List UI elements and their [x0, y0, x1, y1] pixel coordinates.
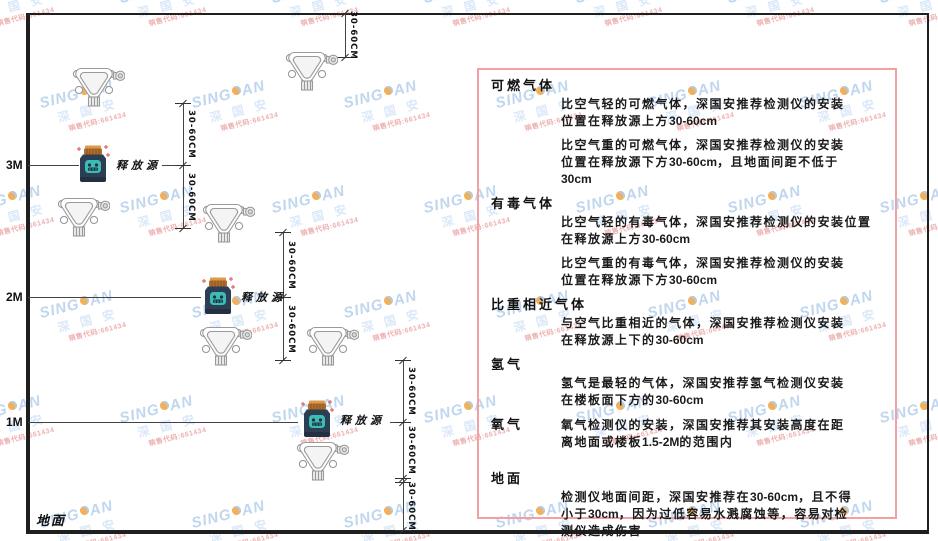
- paragraph-line: 测仪造成伤害: [561, 524, 643, 538]
- paragraph-line: 位置在释放源上方30-60cm: [561, 114, 718, 128]
- section-paragraph: 比空气轻的有毒气体，深国安推荐检测仪的安装位置 在释放源上方30-60cm: [561, 214, 883, 248]
- release-source-label: 释放源: [340, 415, 385, 427]
- paragraph-line: 与空气比重相近的气体，深国安推荐检测仪安装: [561, 316, 845, 330]
- ceiling-line: [28, 13, 928, 15]
- gas-detector-icon: [56, 195, 111, 242]
- paragraph-line: 小于30cm，因为过低容易水溅腐蚀等，容易对检: [561, 507, 849, 521]
- dimension-line: [345, 13, 346, 57]
- paragraph-line: 在楼板面下方的30-60cm: [561, 393, 704, 407]
- dimension-label: 30-60CM: [348, 11, 358, 60]
- guideline-section: 比重相近气体与空气比重相近的气体，深国安推荐检测仪安装 在释放源上下的30-60c…: [491, 296, 883, 349]
- height-label: 1M: [6, 415, 23, 429]
- section-paragraph: 与空气比重相近的气体，深国安推荐检测仪安装 在释放源上下的30-60cm: [561, 315, 883, 349]
- level-line: [28, 165, 79, 166]
- section-paragraph: 比空气轻的可燃气体，深国安推荐检测仪的安装 位置在释放源上方30-60cm: [561, 96, 883, 130]
- gas-detector-icon: [295, 439, 350, 486]
- left-wall-line: [26, 13, 30, 534]
- dimension-line: [403, 360, 404, 530]
- dimension-label: 30-60CM: [286, 240, 296, 290]
- section-heading: 氧气: [491, 417, 524, 432]
- section-heading: 氢气: [491, 357, 524, 372]
- section-heading: 可燃气体: [491, 78, 556, 93]
- dimension-label: 30-60CM: [186, 172, 196, 222]
- paragraph-line: 位置在释放源下方30-60cm: [561, 273, 718, 287]
- guideline-section: 地面检测仪地面间距，深国安推荐在30-60cm，且不得 小于30cm，因为过低容易…: [491, 470, 883, 540]
- level-line: [28, 297, 201, 298]
- gas-detector-icon: [201, 201, 256, 248]
- section-paragraph: 氧气检测仪的安装，深国安推荐其安装高度在距 离地面或楼板1.5-2M的范围内: [561, 417, 883, 451]
- paragraph-line: 比空气重的可燃气体，深国安推荐检测仪的安装: [561, 138, 845, 152]
- paragraph-line: 比空气轻的有毒气体，深国安推荐检测仪的安装位置: [561, 215, 872, 229]
- paragraph-line: 氧气检测仪的安装，深国安推荐其安装高度在距: [561, 418, 845, 432]
- section-paragraph: 比空气重的有毒气体，深国安推荐检测仪的安装 位置在释放源下方30-60cm: [561, 255, 883, 289]
- guideline-section: 有毒气体 比空气轻的有毒气体，深国安推荐检测仪的安装位置 在释放源上方30-60cm…: [491, 195, 883, 289]
- section-heading: 地面: [491, 471, 524, 486]
- floor-line: [28, 530, 928, 534]
- release-source-icon: [299, 399, 335, 444]
- height-label: 3M: [6, 158, 23, 172]
- release-source-label: 释放源: [116, 160, 161, 172]
- paragraph-line: 位置在释放源下方30-60cm，且地面间距不低于: [561, 155, 839, 169]
- gas-detector-icon: [305, 324, 360, 371]
- level-line: [28, 422, 298, 423]
- dimension-label: 30-60CM: [286, 304, 296, 354]
- section-paragraph: 比空气重的可燃气体，深国安推荐检测仪的安装 位置在释放源下方30-60cm，且地面…: [561, 137, 883, 188]
- dimension-label: 30-60CM: [406, 426, 416, 475]
- paragraph-line: 比空气重的有毒气体，深国安推荐检测仪的安装: [561, 256, 845, 270]
- paragraph-line: 检测仪地面间距，深国安推荐在30-60cm，且不得: [561, 490, 853, 504]
- release-source-label: 释放源: [241, 292, 286, 304]
- dimension-label: 30-60CM: [186, 110, 196, 159]
- paragraph-line: 30cm: [561, 172, 592, 186]
- dimension-label: 30-60CM: [406, 482, 416, 531]
- gas-detector-icon: [71, 65, 126, 112]
- ground-label: 地面: [36, 513, 67, 528]
- gas-detector-icon: [284, 49, 339, 96]
- level-line: [162, 165, 183, 166]
- section-paragraph: 氢气是最轻的气体，深国安推荐氢气检测仪安装 在楼板面下方的30-60cm: [561, 375, 883, 409]
- paragraph-line: 氢气是最轻的气体，深国安推荐氢气检测仪安装: [561, 376, 845, 390]
- guideline-section: 可燃气体 比空气轻的可燃气体，深国安推荐检测仪的安装 位置在释放源上方30-60cm…: [491, 77, 883, 188]
- paragraph-line: 在释放源上方30-60cm: [561, 232, 691, 246]
- paragraph-line: 比空气轻的可燃气体，深国安推荐检测仪的安装: [561, 97, 845, 111]
- paragraph-line: 离地面或楼板1.5-2M的范围内: [561, 435, 734, 449]
- section-paragraph: 检测仪地面间距，深国安推荐在30-60cm，且不得 小于30cm，因为过低容易水溅…: [561, 489, 883, 540]
- height-label: 2M: [6, 290, 23, 304]
- section-heading: 比重相近气体: [491, 297, 588, 312]
- guideline-section: 氢气氢气是最轻的气体，深国安推荐氢气检测仪安装 在楼板面下方的30-60cm: [491, 356, 883, 409]
- dimension-label: 30-60CM: [406, 367, 416, 416]
- guidelines-panel: 可燃气体 比空气轻的可燃气体，深国安推荐检测仪的安装 位置在释放源上方30-60cm…: [477, 68, 897, 538]
- paragraph-line: 在释放源上下的30-60cm: [561, 333, 704, 347]
- release-source-icon: [200, 276, 236, 321]
- section-body: 氧气检测仪的安装，深国安推荐其安装高度在距 离地面或楼板1.5-2M的范围内: [561, 416, 883, 458]
- gas-detector-icon: [198, 324, 253, 371]
- guideline-section: 氧气 氧气检测仪的安装，深国安推荐其安装高度在距 离地面或楼板1.5-2M的范围内: [491, 416, 883, 458]
- right-wall-line: [927, 13, 929, 534]
- section-heading: 有毒气体: [491, 196, 556, 211]
- release-source-icon: [75, 144, 111, 189]
- guidelines-sections: 可燃气体 比空气轻的可燃气体，深国安推荐检测仪的安装 位置在释放源上方30-60cm…: [491, 77, 883, 540]
